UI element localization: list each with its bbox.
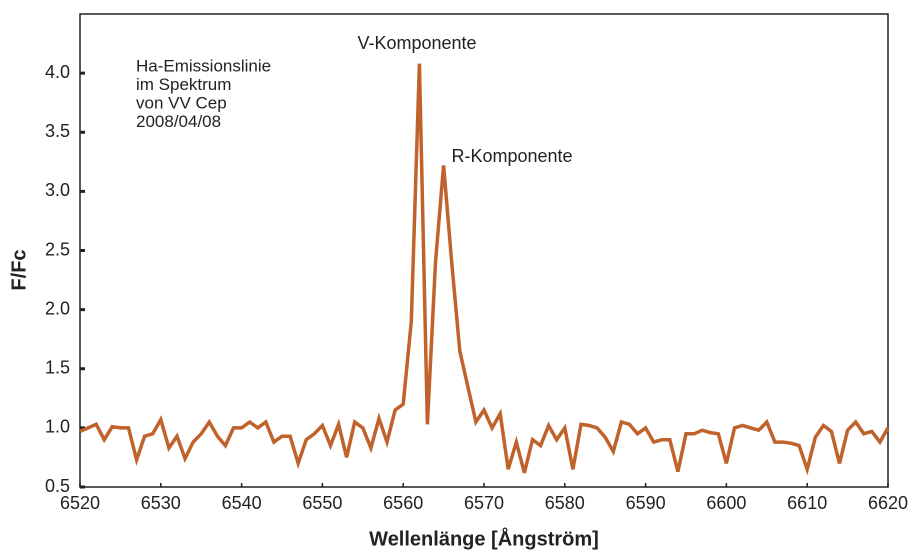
note-line: im Spektrum <box>136 75 231 94</box>
x-tick-label: 6530 <box>141 493 181 513</box>
note-line: Ha-Emissionslinie <box>136 56 271 75</box>
x-tick-label: 6580 <box>545 493 585 513</box>
x-tick-label: 6620 <box>868 493 908 513</box>
note-line: 2008/04/08 <box>136 112 221 131</box>
y-tick-label: 2.0 <box>45 298 70 318</box>
x-tick-label: 6540 <box>222 493 262 513</box>
y-tick-label: 1.5 <box>45 358 70 378</box>
y-tick-label: 0.5 <box>45 476 70 496</box>
y-tick-label: 4.0 <box>45 62 70 82</box>
annotation: R-Komponente <box>451 146 572 166</box>
y-tick-label: 3.5 <box>45 121 70 141</box>
x-tick-label: 6590 <box>626 493 666 513</box>
x-tick-label: 6560 <box>383 493 423 513</box>
x-tick-label: 6570 <box>464 493 504 513</box>
x-tick-label: 6520 <box>60 493 100 513</box>
x-tick-label: 6600 <box>706 493 746 513</box>
spectrum-line <box>79 63 890 476</box>
x-tick-label: 6610 <box>787 493 827 513</box>
y-axis-label: F/Fc <box>8 249 30 290</box>
y-tick-label: 1.0 <box>45 417 70 437</box>
x-tick-label: 6550 <box>302 493 342 513</box>
annotation: V-Komponente <box>357 33 476 53</box>
note-line: von VV Cep <box>136 93 227 112</box>
y-tick-label: 2.5 <box>45 239 70 259</box>
x-axis-label: Wellenlänge [Ångström] <box>369 526 599 550</box>
y-tick-label: 3.0 <box>45 180 70 200</box>
